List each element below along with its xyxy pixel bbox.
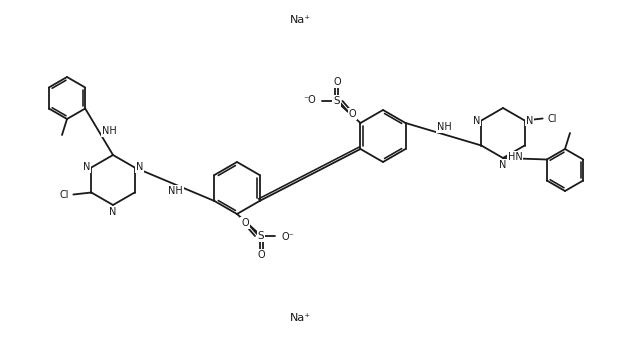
Text: O: O — [258, 250, 265, 260]
Text: NH: NH — [168, 186, 183, 196]
Text: NH: NH — [101, 126, 117, 136]
Text: O: O — [241, 218, 249, 228]
Text: O: O — [333, 77, 341, 87]
Text: S: S — [333, 96, 340, 106]
Text: O: O — [348, 109, 357, 119]
Text: ⁻O: ⁻O — [304, 95, 316, 105]
Text: Cl: Cl — [60, 190, 69, 199]
Text: NH: NH — [437, 122, 452, 132]
Text: N: N — [136, 163, 144, 172]
Text: N: N — [526, 116, 534, 125]
Text: N: N — [83, 163, 90, 172]
Text: N: N — [500, 160, 507, 170]
Text: N: N — [110, 207, 117, 217]
Text: N: N — [472, 116, 480, 125]
Text: HN: HN — [508, 152, 522, 162]
Text: S: S — [258, 231, 265, 241]
Text: Cl: Cl — [548, 114, 558, 123]
Text: O⁻: O⁻ — [281, 232, 294, 242]
Text: Na⁺: Na⁺ — [289, 15, 311, 25]
Text: Na⁺: Na⁺ — [289, 313, 311, 323]
